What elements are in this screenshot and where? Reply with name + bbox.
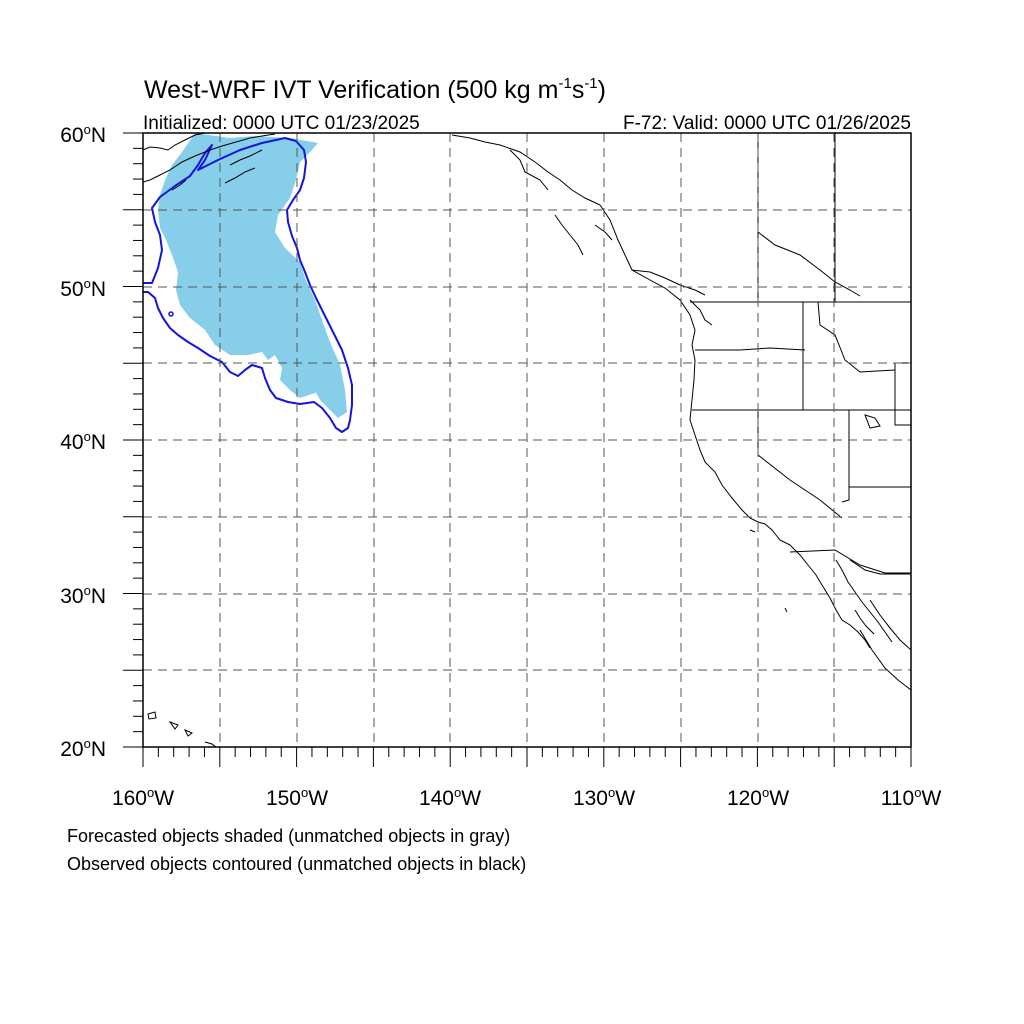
legend-forecast-note: Forecasted objects shaded (unmatched obj… <box>67 826 510 846</box>
valid-time-label: F-72: Valid: 0000 UTC 01/26/2025 <box>623 113 911 134</box>
political-boundaries <box>690 133 911 574</box>
lon-label-110w: 110oW <box>881 785 942 810</box>
lat-label-30: 30oN <box>60 583 106 608</box>
forecast-ivt-object <box>158 133 347 418</box>
observed-small-contour <box>168 311 174 317</box>
coastlines <box>143 133 911 747</box>
map-plot-area <box>143 133 911 747</box>
gridlines <box>143 133 911 747</box>
lat-label-60: 60oN <box>60 122 106 147</box>
lon-label-150w: 150oW <box>266 785 328 810</box>
legend-observed-note: Observed objects contoured (unmatched ob… <box>67 854 526 874</box>
lon-label-130w: 130oW <box>573 785 635 810</box>
lat-labels: 60oN 50oN 40oN 30oN 20oN <box>60 122 106 761</box>
lat-label-40: 40oN <box>60 429 106 454</box>
lon-label-160w: 160oW <box>112 785 174 810</box>
init-time-label: Initialized: 0000 UTC 01/23/2025 <box>143 113 420 134</box>
figure-title: West-WRF IVT Verification (500 kg m-1s-1… <box>144 75 606 104</box>
lon-label-140w: 140oW <box>419 785 481 810</box>
axis-ticks <box>123 132 912 767</box>
lon-label-120w: 120oW <box>727 785 789 810</box>
lat-label-20: 20oN <box>60 736 106 761</box>
lat-label-50: 50oN <box>60 276 106 301</box>
lon-labels: 160oW 150oW 140oW 130oW 120oW 110oW <box>112 785 942 810</box>
